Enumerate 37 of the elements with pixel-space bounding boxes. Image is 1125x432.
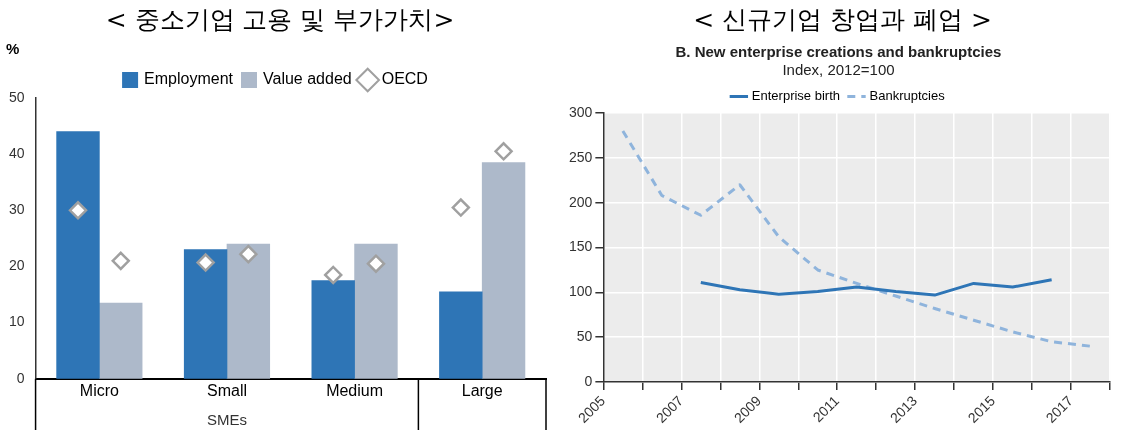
y-tick-label: 30 <box>8 201 25 218</box>
text: SMEs <box>206 410 247 428</box>
y-tick-label: 150 <box>569 238 593 255</box>
bar <box>311 280 355 379</box>
y-tick-label: 50 <box>576 328 593 345</box>
bar <box>481 162 526 379</box>
y-tick-label: 10 <box>8 313 25 330</box>
text: Index, 2012=100 <box>782 61 895 79</box>
y-tick-label: 300 <box>569 103 593 120</box>
x-tick-label: Micro <box>79 381 120 399</box>
y-axis-title: % <box>6 39 20 57</box>
bar <box>99 302 143 379</box>
legend-label: OECD <box>381 70 428 88</box>
chart-title: < 신규기업 창업과 폐업 > <box>692 4 993 36</box>
x-tick-label: Medium <box>326 381 384 399</box>
y-tick-label: 250 <box>569 148 593 165</box>
chart-title: < 중소기업 고용 및 부가가치> <box>104 4 456 36</box>
legend-label: Enterprise birth <box>751 88 841 104</box>
x-tick-label: Small <box>206 381 247 399</box>
legend-label: Employment <box>144 70 234 88</box>
y-tick-label: 0 <box>584 372 593 389</box>
chart-subtitle: B. New enterprise creations and bankruptcies <box>675 43 1002 61</box>
line-series <box>621 129 1093 348</box>
bar <box>439 291 483 379</box>
bar <box>354 243 398 379</box>
bar <box>183 249 228 379</box>
x-tick-label: Large <box>461 381 503 399</box>
legend-label: Value added <box>263 70 352 88</box>
legend-label: Bankruptcies <box>869 88 946 104</box>
y-tick-label: 20 <box>8 257 25 274</box>
y-tick-label: 200 <box>569 193 593 210</box>
y-tick-label: 0 <box>16 369 25 386</box>
y-tick-label: 40 <box>8 145 25 162</box>
bar <box>226 243 271 379</box>
y-tick-label: 50 <box>8 88 25 105</box>
y-tick-label: 100 <box>569 283 593 300</box>
bar <box>56 131 100 379</box>
